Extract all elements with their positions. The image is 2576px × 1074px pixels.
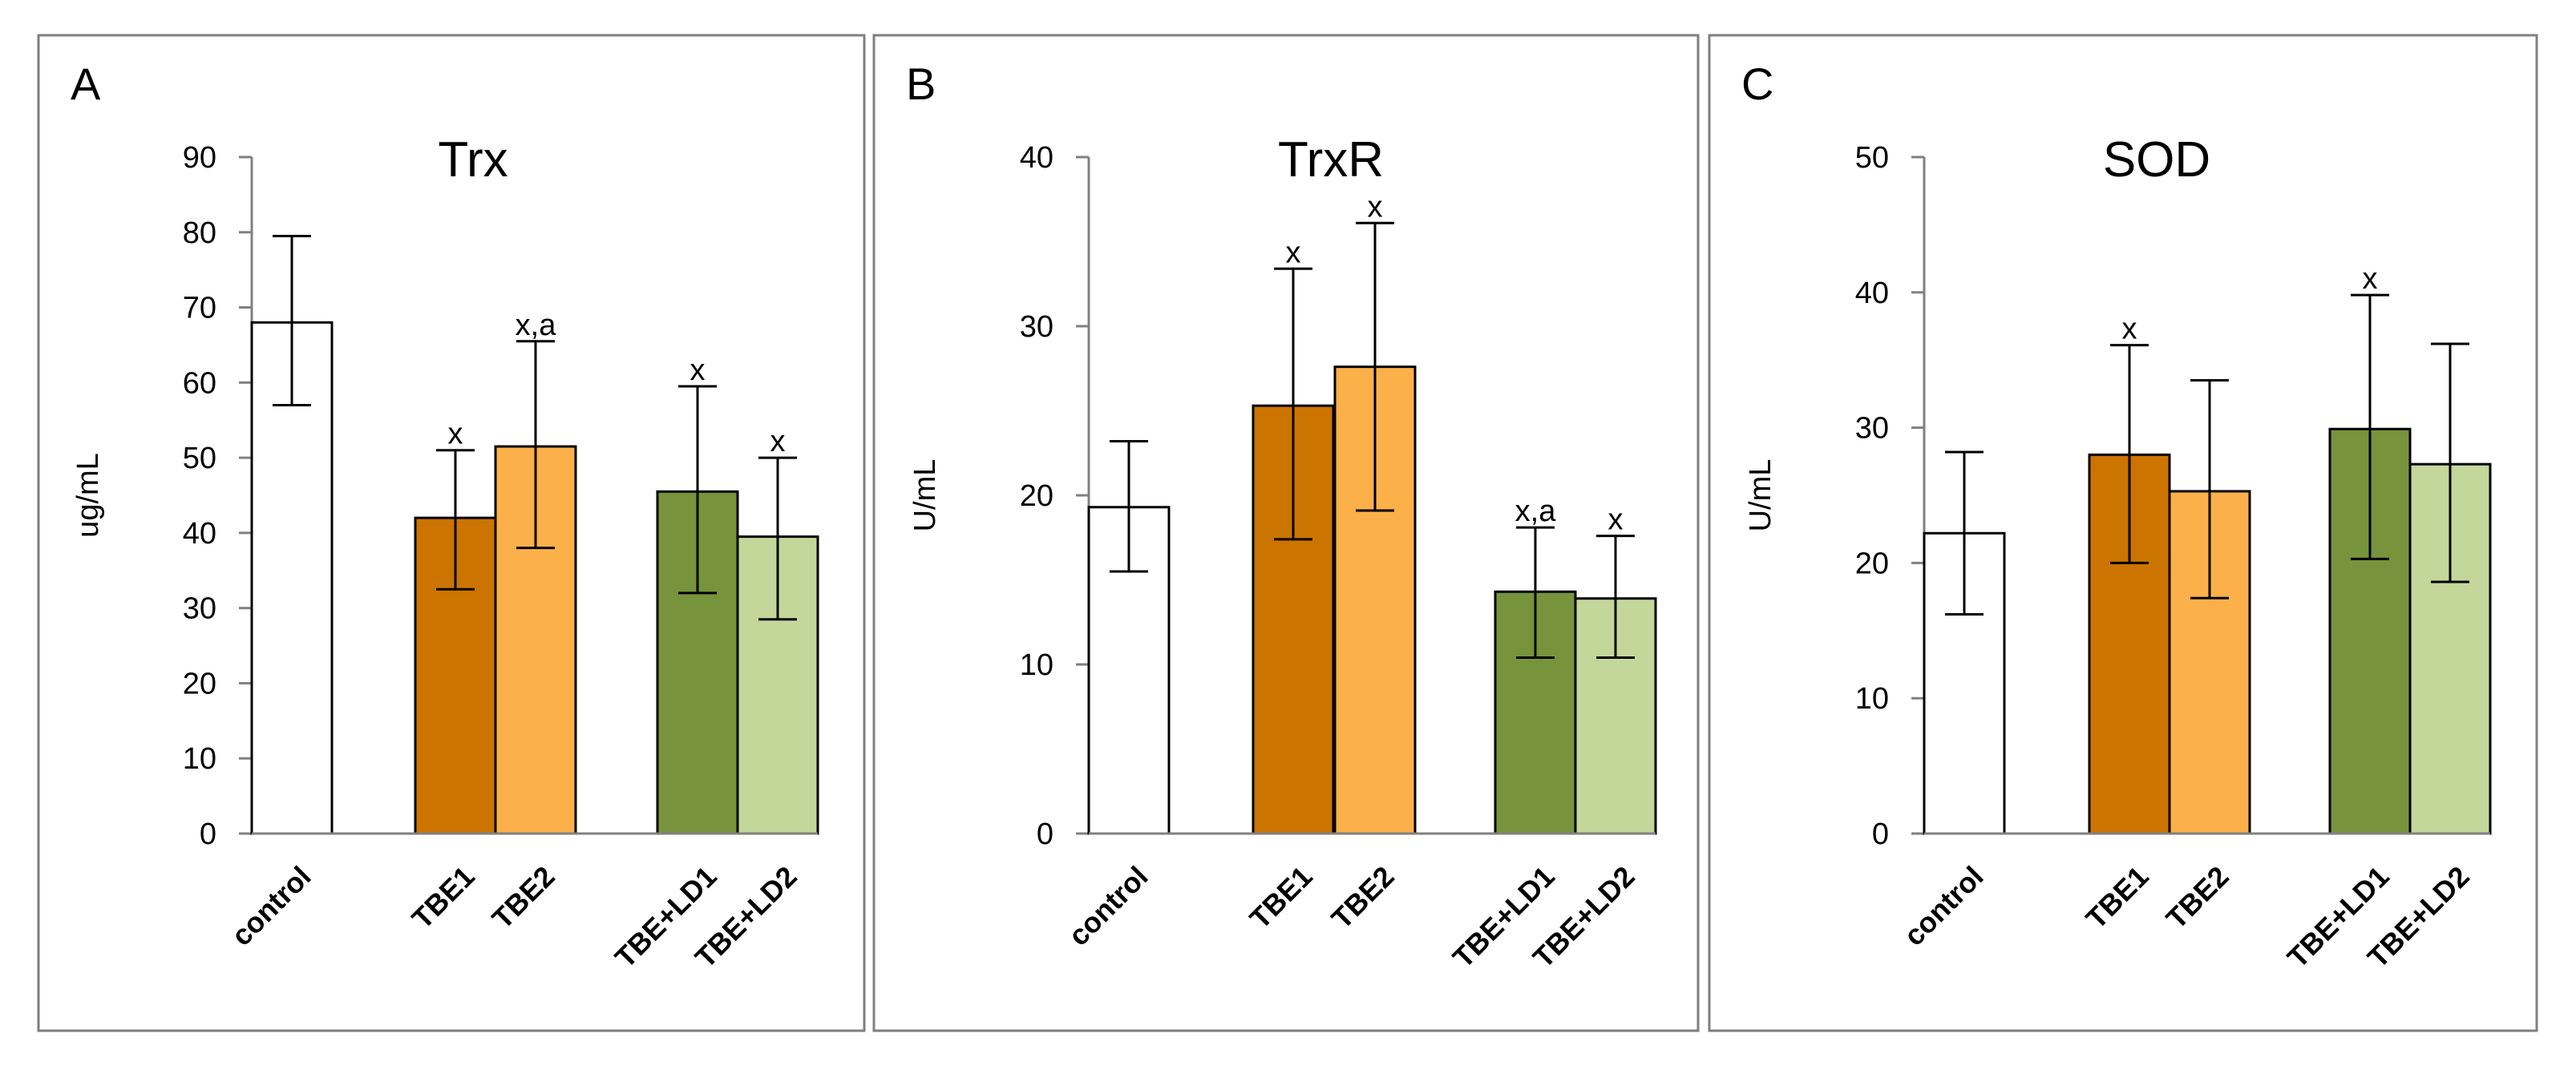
y-tick-label: 0 [1872, 818, 1889, 851]
y-tick-label: 80 [183, 216, 216, 250]
panel-letter: C [1741, 59, 1773, 109]
y-tick-label: 20 [183, 667, 216, 701]
y-tick-label: 30 [1020, 310, 1053, 344]
y-tick-label: 10 [183, 742, 216, 776]
chart-panel-a: ATrx0102030405060708090ug/mLcontrolxTBE1… [37, 34, 866, 1032]
y-tick-label: 30 [183, 592, 216, 626]
panel-letter: A [71, 59, 101, 109]
y-tick-label: 40 [1020, 141, 1053, 175]
y-tick-label: 50 [1855, 141, 1889, 175]
y-tick-label: 20 [1855, 547, 1889, 580]
bar-tbe-ld2 [736, 535, 819, 835]
panel-letter: B [906, 59, 936, 109]
y-axis-label: U/mL [908, 459, 942, 532]
y-tick-label: 50 [183, 442, 216, 475]
y-tick-label: 40 [1855, 277, 1889, 310]
chart-title: TrxR [1278, 132, 1384, 188]
chart-panel-b: BTrxR010203040U/mLcontrolxTBE1xTBE2x,aTB… [872, 34, 1700, 1032]
significance-label: x [2363, 262, 2378, 296]
chart-title: Trx [438, 132, 508, 188]
y-tick-label: 90 [183, 141, 216, 175]
significance-label: x,a [1515, 495, 1557, 528]
significance-label: x [1286, 236, 1301, 269]
bar-control [250, 321, 334, 835]
significance-label: x [2122, 313, 2137, 346]
significance-label: x [690, 353, 706, 387]
y-tick-label: 10 [1855, 682, 1889, 716]
y-tick-label: 10 [1020, 648, 1053, 682]
y-tick-label: 40 [183, 517, 216, 551]
chart-title: SOD [2103, 132, 2210, 188]
y-tick-label: 30 [1855, 412, 1889, 446]
y-tick-label: 0 [1037, 818, 1053, 851]
y-axis-label: ug/mL [71, 453, 105, 538]
significance-label: x [1608, 503, 1624, 537]
significance-label: x [448, 418, 463, 451]
y-axis-label: U/mL [1744, 459, 1777, 532]
y-tick-label: 20 [1020, 479, 1053, 513]
significance-label: x [770, 425, 786, 458]
y-tick-label: 60 [183, 366, 216, 400]
significance-label: x,a [516, 309, 557, 342]
y-tick-label: 70 [183, 292, 216, 325]
y-tick-label: 0 [200, 818, 216, 851]
significance-label: x [1368, 190, 1383, 224]
